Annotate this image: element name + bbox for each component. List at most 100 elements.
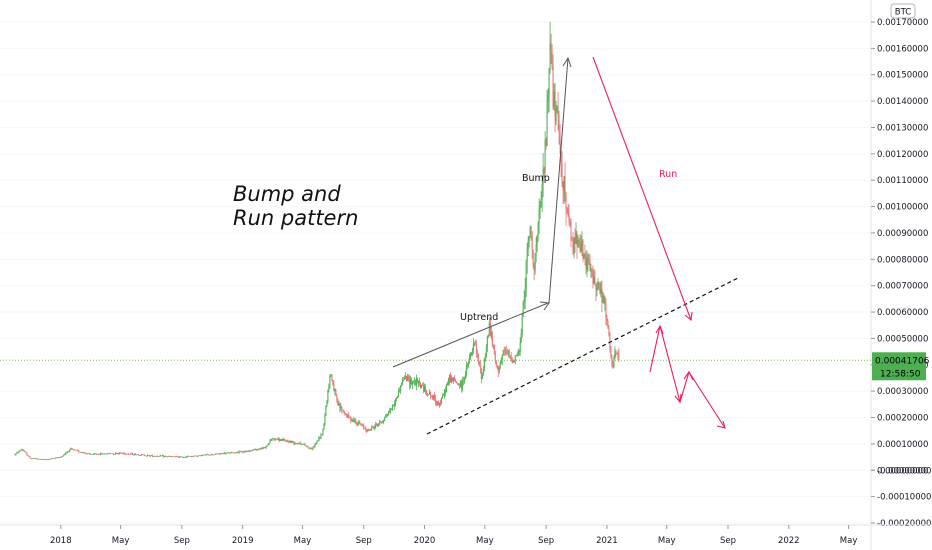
candle-body (268, 443, 270, 444)
candle-body (158, 455, 160, 457)
candle-body (614, 351, 616, 358)
candle-body (431, 396, 433, 397)
candle-body (488, 322, 490, 335)
candle-body (466, 365, 468, 366)
candle-body (507, 351, 509, 354)
candle-body (412, 381, 414, 384)
candle-body (605, 302, 607, 317)
candle-body (483, 360, 485, 369)
candle-body (189, 456, 191, 458)
candle-body (250, 450, 252, 452)
candle-body (363, 425, 365, 429)
candle-body (544, 140, 546, 173)
candle-body (375, 423, 377, 427)
candle-body (43, 459, 45, 460)
candle-body (124, 453, 126, 455)
current-price-value: 0.00041706 (875, 356, 930, 366)
candle-body (328, 386, 330, 390)
candle-body (202, 455, 204, 456)
candle-body (207, 454, 209, 456)
candle-body (58, 457, 60, 458)
candle-body (26, 453, 28, 456)
y-tick-label: 0.00010000 (877, 440, 928, 450)
candle-body (214, 453, 216, 455)
candle-body (170, 456, 172, 457)
candle-body (165, 456, 167, 457)
candle-body (392, 404, 394, 410)
candle-body (420, 383, 422, 388)
candle-body (433, 395, 435, 398)
candle-body (396, 398, 398, 399)
candle-body (479, 364, 481, 369)
candle-body (61, 456, 63, 458)
candle-body (118, 453, 120, 454)
bump-arrow[interactable] (548, 56, 572, 304)
run-arrow[interactable] (592, 56, 693, 322)
candle-body (133, 454, 135, 456)
candle-body (499, 362, 501, 366)
candle-body (148, 455, 150, 457)
candle-body (521, 315, 523, 334)
candle-body (71, 448, 73, 449)
candle-body (150, 455, 152, 456)
candle-body (21, 449, 23, 451)
symbol-badge[interactable]: BTC (890, 3, 916, 19)
candle-body (246, 450, 248, 452)
candle-body (275, 438, 277, 440)
candle-body (382, 421, 384, 423)
candle-body (585, 256, 587, 270)
candle-body (452, 377, 454, 382)
candle-body (448, 374, 450, 380)
candle-body (75, 449, 77, 451)
candle-body (27, 455, 29, 457)
candle-body (33, 458, 35, 460)
x-tick-label: Sep (356, 536, 372, 546)
candle-body (344, 413, 346, 415)
candle-body (116, 452, 118, 454)
candle-body (341, 406, 343, 411)
candle-body (119, 452, 121, 454)
time-axis[interactable]: 2018 May Sep 2019 May Sep 2020 May Sep 2021 May Sep… (50, 525, 857, 546)
candle-body (527, 240, 529, 250)
candle-body (304, 443, 306, 446)
candle-body (618, 354, 620, 361)
trendline[interactable] (426, 277, 739, 435)
candle-body (206, 454, 208, 455)
candle-body (278, 438, 280, 441)
candle-body (356, 423, 358, 425)
candle-body (145, 455, 147, 457)
candle-body (39, 459, 41, 460)
candle-body (302, 443, 304, 445)
candle-body (430, 391, 432, 397)
candle-body (62, 456, 64, 457)
projection-arrow[interactable] (649, 324, 726, 429)
candle-body (263, 447, 265, 449)
candle-body (121, 453, 123, 454)
candle-body (348, 414, 350, 418)
run-label: Run (659, 169, 677, 180)
candle-body (110, 453, 112, 454)
candle-body (496, 365, 498, 367)
candle-body (271, 438, 273, 440)
candle-body (16, 452, 18, 454)
y-tick-label: 0.00150000 (877, 71, 928, 81)
candle-body (355, 420, 357, 424)
candle-body (453, 377, 455, 380)
candle-body (369, 429, 371, 431)
candle-body (461, 380, 463, 389)
candle-body (381, 421, 383, 423)
candle-body (599, 283, 601, 294)
candle-body (219, 453, 221, 454)
candle-body (532, 249, 534, 265)
candle-body (34, 458, 36, 459)
candle-body (154, 456, 156, 457)
price-axis[interactable]: 0.00170000 0.00160000 0.00150000 0.00140000… (871, 18, 931, 529)
candle-body (456, 382, 458, 384)
candle-body (225, 452, 227, 454)
candle-body (359, 421, 361, 425)
candle-body (137, 454, 139, 456)
candle-body (508, 351, 510, 356)
candle-body (510, 356, 512, 360)
candle-body (410, 378, 412, 385)
